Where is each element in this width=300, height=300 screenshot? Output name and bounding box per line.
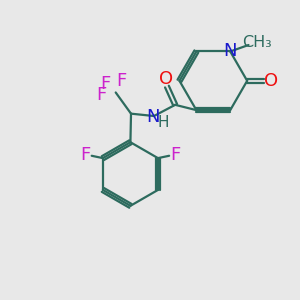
Text: CH₃: CH₃ <box>242 35 272 50</box>
Text: F: F <box>100 75 110 93</box>
Text: F: F <box>80 146 90 164</box>
Text: O: O <box>264 72 278 90</box>
Text: F: F <box>170 146 181 164</box>
Text: F: F <box>116 72 126 90</box>
Text: F: F <box>96 86 106 104</box>
Text: N: N <box>224 42 237 60</box>
Text: N: N <box>147 108 160 126</box>
Text: H: H <box>157 115 169 130</box>
Text: O: O <box>159 70 173 88</box>
